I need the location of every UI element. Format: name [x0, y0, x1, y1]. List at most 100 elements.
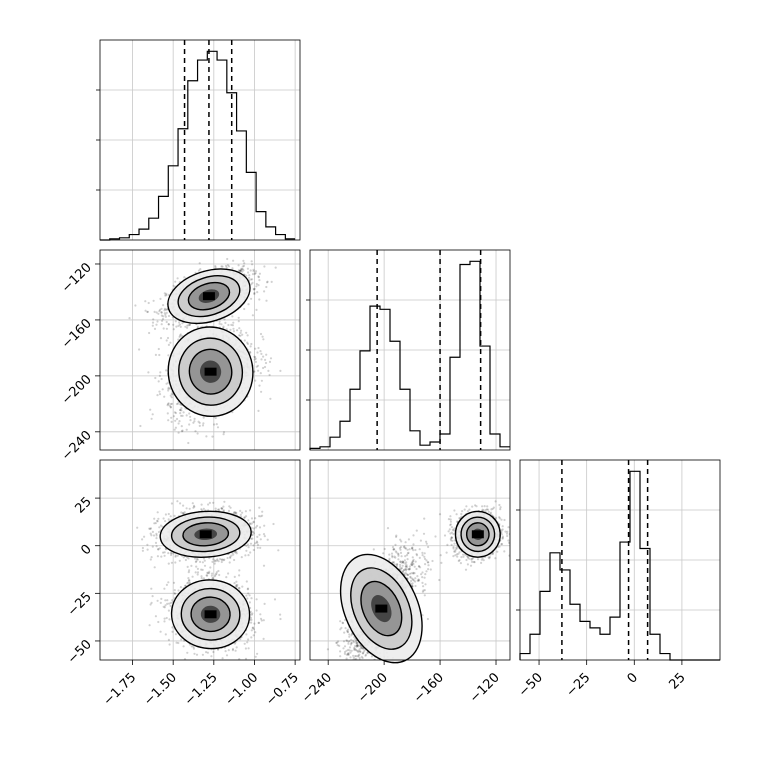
- scatter-point: [170, 552, 173, 555]
- scatter-point: [157, 548, 160, 551]
- scatter-point: [216, 558, 219, 561]
- scatter-point: [258, 384, 261, 387]
- scatter-point: [250, 260, 253, 263]
- scatter-point: [264, 361, 268, 365]
- scatter-point: [167, 581, 170, 584]
- scatter-point: [202, 507, 205, 510]
- scatter-point: [181, 512, 184, 515]
- scatter-point: [247, 546, 250, 549]
- scatter-point: [167, 402, 170, 405]
- scatter-point: [249, 542, 253, 545]
- scatter-point: [253, 355, 256, 358]
- scatter-point: [174, 561, 177, 564]
- scatter-point: [167, 419, 170, 422]
- scatter-point: [228, 505, 231, 508]
- scatter-point: [251, 281, 254, 284]
- scatter-point: [139, 424, 142, 428]
- scatter-point: [251, 278, 254, 281]
- scatter-point: [258, 515, 261, 518]
- scatter-point: [182, 411, 185, 414]
- scatter-point: [274, 266, 277, 269]
- scatter-point: [246, 267, 249, 270]
- scatter-point: [272, 522, 275, 526]
- scatter-point: [220, 265, 223, 268]
- scatter-point: [263, 290, 266, 293]
- scatter-point: [258, 526, 262, 529]
- scatter-point: [243, 339, 246, 342]
- scatter-point: [184, 558, 187, 562]
- scatter-point: [227, 649, 230, 652]
- scatter-point: [239, 509, 242, 512]
- scatter-point: [256, 535, 259, 539]
- scatter-point: [155, 537, 158, 540]
- scatter-point: [235, 550, 238, 553]
- scatter-point: [218, 320, 221, 323]
- scatter-point: [249, 523, 252, 526]
- scatter-point: [252, 544, 255, 547]
- scatter-point: [157, 548, 160, 551]
- scatter-point: [176, 554, 179, 557]
- scatter-point: [252, 548, 255, 552]
- scatter-point: [245, 274, 248, 277]
- scatter-point: [253, 272, 256, 275]
- scatter-point: [165, 294, 168, 297]
- scatter-point: [179, 409, 182, 412]
- scatter-point: [143, 535, 146, 538]
- scatter-point: [156, 394, 159, 397]
- scatter-point: [165, 382, 168, 385]
- scatter-point: [213, 562, 216, 565]
- scatter-point: [188, 323, 191, 326]
- scatter-point: [256, 364, 260, 367]
- scatter-point: [155, 534, 158, 537]
- scatter-point: [198, 421, 201, 424]
- scatter-point: [155, 323, 158, 326]
- scatter-point: [254, 379, 257, 382]
- scatter-point: [165, 369, 168, 372]
- scatter-point: [222, 325, 225, 328]
- scatter-point: [169, 406, 172, 409]
- scatter-point: [141, 549, 144, 552]
- scatter-point: [169, 341, 172, 344]
- scatter-point: [249, 278, 252, 281]
- scatter-point: [165, 292, 168, 295]
- scatter-point: [167, 512, 170, 516]
- scatter-point: [182, 504, 185, 507]
- scatter-point: [245, 580, 248, 583]
- scatter-point: [176, 500, 179, 503]
- scatter-point: [167, 386, 170, 389]
- scatter-point: [151, 595, 154, 598]
- scatter-point: [236, 329, 239, 332]
- scatter-point: [170, 402, 174, 405]
- scatter-point: [190, 564, 193, 568]
- scatter-point: [238, 269, 241, 272]
- scatter-point: [246, 342, 249, 345]
- scatter-point: [151, 545, 154, 548]
- scatter-point: [224, 650, 227, 653]
- scatter-point: [258, 279, 261, 282]
- scatter-point: [262, 619, 265, 622]
- scatter-point: [206, 651, 209, 654]
- scatter-point: [263, 265, 266, 268]
- scatter-point: [254, 526, 257, 529]
- scatter-point: [240, 556, 243, 559]
- scatter-point: [279, 613, 282, 616]
- scatter-point: [241, 333, 244, 336]
- scatter-point: [242, 264, 246, 267]
- scatter-point: [180, 407, 183, 410]
- scatter-point: [251, 530, 254, 533]
- scatter-point: [165, 308, 168, 311]
- scatter-point: [187, 579, 190, 582]
- scatter-point: [252, 288, 256, 291]
- scatter-point: [258, 298, 261, 301]
- scatter-point: [149, 408, 152, 411]
- scatter-point: [174, 320, 177, 323]
- scatter-point: [242, 259, 245, 262]
- scatter-point: [221, 507, 224, 510]
- scatter-point: [222, 433, 225, 436]
- scatter-point: [194, 560, 197, 564]
- scatter-point: [223, 500, 226, 503]
- scatter-point: [161, 319, 164, 322]
- scatter-point: [167, 518, 170, 521]
- scatter-point: [165, 320, 168, 324]
